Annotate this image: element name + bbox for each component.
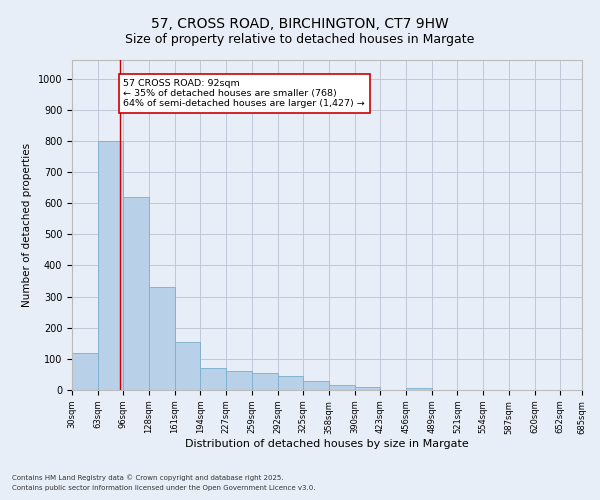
- X-axis label: Distribution of detached houses by size in Margate: Distribution of detached houses by size …: [185, 439, 469, 449]
- Text: Contains public sector information licensed under the Open Government Licence v3: Contains public sector information licen…: [12, 485, 316, 491]
- Bar: [175, 342, 200, 390]
- Bar: [303, 380, 329, 390]
- Bar: [149, 288, 175, 390]
- Bar: [98, 141, 124, 390]
- Bar: [406, 388, 432, 390]
- Bar: [124, 197, 149, 390]
- Bar: [252, 373, 278, 390]
- Bar: [278, 376, 303, 390]
- Bar: [72, 352, 98, 390]
- Bar: [226, 372, 252, 390]
- Bar: [355, 387, 380, 390]
- Text: 57, CROSS ROAD, BIRCHINGTON, CT7 9HW: 57, CROSS ROAD, BIRCHINGTON, CT7 9HW: [151, 18, 449, 32]
- Bar: [200, 368, 226, 390]
- Text: 57 CROSS ROAD: 92sqm
← 35% of detached houses are smaller (768)
64% of semi-deta: 57 CROSS ROAD: 92sqm ← 35% of detached h…: [124, 78, 365, 108]
- Bar: [329, 386, 355, 390]
- Y-axis label: Number of detached properties: Number of detached properties: [22, 143, 32, 307]
- Text: Contains HM Land Registry data © Crown copyright and database right 2025.: Contains HM Land Registry data © Crown c…: [12, 474, 284, 481]
- Text: Size of property relative to detached houses in Margate: Size of property relative to detached ho…: [125, 32, 475, 46]
